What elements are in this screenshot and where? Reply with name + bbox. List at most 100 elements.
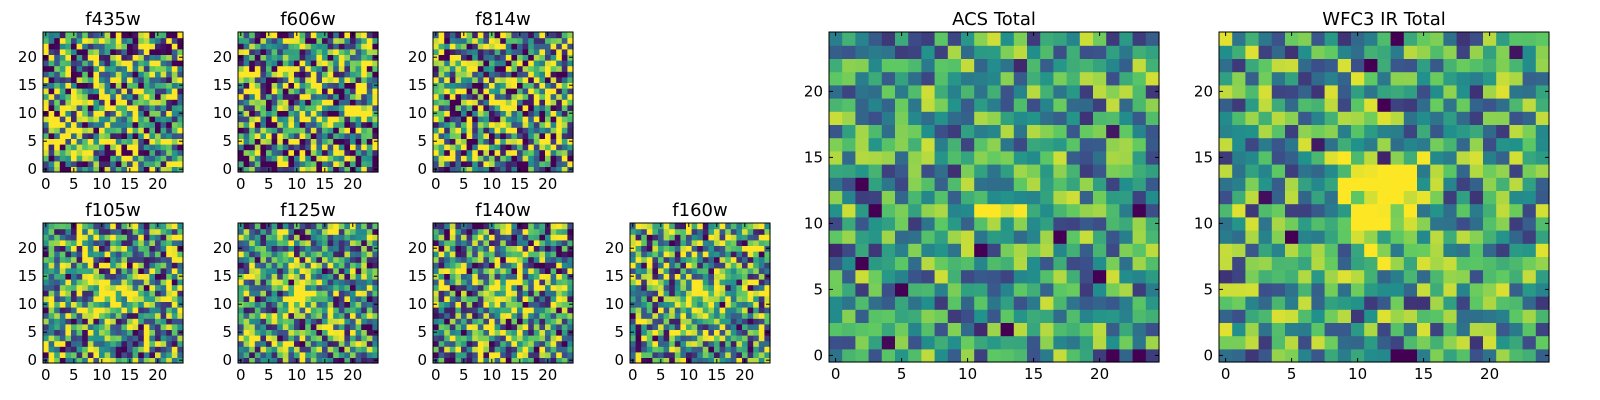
heatmap-cell xyxy=(155,155,162,162)
heatmap-cell xyxy=(500,166,507,173)
heatmap-cell xyxy=(708,251,715,258)
heatmap-cell xyxy=(533,65,540,72)
heatmap-cell xyxy=(243,340,250,347)
heatmap-cell xyxy=(310,267,317,274)
heatmap-cell xyxy=(961,164,975,178)
heatmap-cell xyxy=(271,239,278,246)
heatmap-cell xyxy=(444,48,451,55)
heatmap-cell xyxy=(697,273,704,280)
heatmap-cell xyxy=(663,234,670,241)
heatmap-cell xyxy=(254,104,261,111)
heatmap-cell xyxy=(277,144,284,151)
heatmap-cell xyxy=(171,54,178,61)
heatmap-cell xyxy=(82,132,89,139)
heatmap-cell xyxy=(725,284,732,291)
heatmap-cell xyxy=(305,251,312,258)
heatmap-cell xyxy=(545,76,552,83)
heatmap-cell xyxy=(517,228,524,235)
heatmap-cell xyxy=(299,228,306,235)
heatmap-cell xyxy=(550,138,557,145)
x-tick-label: 15 xyxy=(315,366,334,384)
heatmap-cell xyxy=(93,357,100,364)
heatmap-cell xyxy=(271,60,278,67)
heatmap-cell xyxy=(305,239,312,246)
heatmap-cell xyxy=(1106,216,1120,231)
heatmap-cell xyxy=(282,245,289,252)
heatmap-cell xyxy=(663,357,670,364)
heatmap-cell xyxy=(260,32,267,39)
heatmap-cell xyxy=(59,93,66,100)
heatmap-cell xyxy=(483,301,490,308)
heatmap-cell xyxy=(366,290,373,297)
heatmap-cell xyxy=(266,104,273,111)
heatmap-cell xyxy=(110,99,117,106)
heatmap-cell xyxy=(714,323,721,330)
heatmap-cell xyxy=(48,234,55,241)
heatmap-cell xyxy=(372,251,379,258)
heatmap-cell xyxy=(305,82,312,89)
heatmap-cell xyxy=(288,138,295,145)
heatmap-cell xyxy=(947,243,962,257)
heatmap-cell xyxy=(121,251,128,258)
heatmap-cell xyxy=(243,256,250,263)
heatmap-cell xyxy=(663,351,670,358)
heatmap-cell xyxy=(1066,230,1081,244)
heatmap-cell xyxy=(461,346,468,353)
heatmap-cell xyxy=(646,351,653,358)
heatmap-cell xyxy=(316,43,323,50)
heatmap-cell xyxy=(550,323,557,330)
heatmap-cell xyxy=(477,323,484,330)
heatmap-cell xyxy=(115,127,122,134)
heatmap-cell xyxy=(635,273,642,280)
heatmap-cell xyxy=(361,262,368,269)
heatmap-cell xyxy=(294,279,301,286)
heatmap-cell xyxy=(294,351,301,358)
heatmap-cell xyxy=(433,256,440,263)
heatmap-cell xyxy=(59,335,66,342)
heatmap-cell xyxy=(143,301,150,308)
y-tick-label: 5 xyxy=(222,132,232,150)
heatmap-cell xyxy=(294,121,301,128)
heatmap-cell xyxy=(753,318,760,325)
heatmap-cell xyxy=(299,267,306,274)
heatmap-cell xyxy=(277,234,284,241)
heatmap-cell xyxy=(266,307,273,314)
heatmap-cell xyxy=(533,329,540,336)
heatmap-cell xyxy=(652,284,659,291)
heatmap-cell xyxy=(658,329,665,336)
heatmap-cell xyxy=(742,295,749,302)
heatmap-cell xyxy=(500,262,507,269)
heatmap-cell xyxy=(110,273,117,280)
heatmap-cell xyxy=(742,267,749,274)
heatmap-cell xyxy=(282,223,289,230)
heatmap-cell xyxy=(366,307,373,314)
heatmap-cell xyxy=(54,273,61,280)
heatmap-cell xyxy=(736,223,743,230)
heatmap-cell xyxy=(730,301,737,308)
heatmap-cell xyxy=(556,279,563,286)
heatmap-cell xyxy=(171,290,178,297)
heatmap-cell xyxy=(160,138,167,145)
heatmap-cell xyxy=(517,144,524,151)
heatmap-cell xyxy=(238,60,245,67)
heatmap-cell xyxy=(138,223,145,230)
heatmap-cell xyxy=(127,262,134,269)
heatmap-cell xyxy=(99,116,106,123)
heatmap-cell xyxy=(127,323,134,330)
heatmap-cell xyxy=(338,71,345,78)
heatmap-cell xyxy=(517,290,524,297)
heatmap-cell xyxy=(288,346,295,353)
heatmap-cell xyxy=(87,104,94,111)
heatmap-cell xyxy=(500,60,507,67)
heatmap-cell xyxy=(93,127,100,134)
heatmap-cell xyxy=(115,166,122,173)
heatmap-cell xyxy=(43,351,50,358)
heatmap-cell xyxy=(355,351,362,358)
heatmap-cell xyxy=(433,340,440,347)
heatmap-cell xyxy=(747,251,754,258)
heatmap-cell xyxy=(177,346,184,353)
heatmap-cell xyxy=(630,256,637,263)
heatmap-cell xyxy=(539,290,546,297)
heatmap-cell xyxy=(500,307,507,314)
heatmap-cell xyxy=(438,65,445,72)
